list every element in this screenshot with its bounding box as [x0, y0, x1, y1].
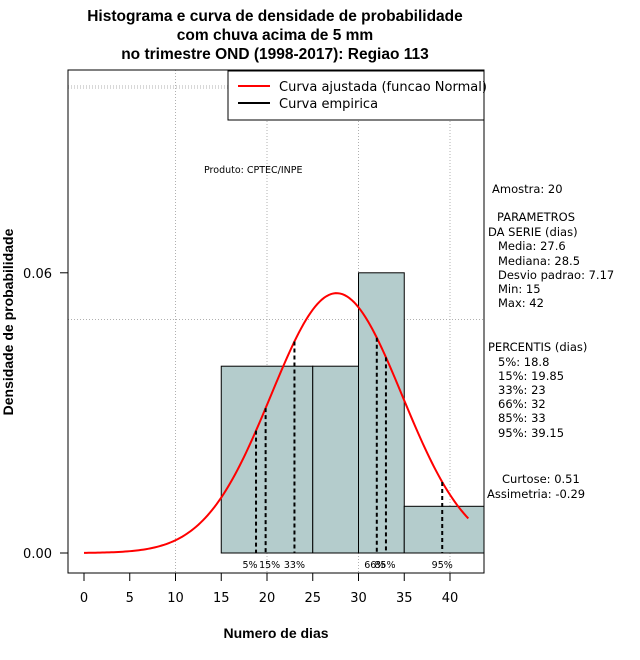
y-tick-label: 0.06: [23, 267, 52, 282]
percentile-label: 33%: [284, 560, 305, 571]
percentile-markers: 5% 15% 33% 66%85% 95%: [242, 337, 453, 571]
stat-p85: 85%: 33: [498, 411, 546, 425]
percentile-label: 95%: [432, 560, 453, 571]
histogram-bars: [220, 272, 485, 554]
x-axis-label: Numero de dias: [223, 625, 328, 641]
stat-param-header-1: PARAMETROS: [497, 210, 575, 224]
stat-param-header-2: DA SERIE (dias): [488, 225, 578, 239]
stat-min: Min: 15: [498, 282, 541, 296]
stat-curtose: Curtose: 0.51: [502, 472, 580, 486]
histogram-bar: [312, 365, 359, 554]
stats-panel: Amostra: 20 PARAMETROS DA SERIE (dias) M…: [487, 182, 614, 501]
stat-p15: 15%: 19.85: [498, 369, 564, 383]
legend-box: [227, 70, 485, 121]
percentile-label: 15%: [259, 560, 280, 571]
stat-p66: 66%: 32: [498, 397, 546, 411]
chart-title-line-2: com chuva acima de 5 mm: [177, 27, 373, 44]
stat-media: Media: 27.6: [498, 239, 566, 253]
percentile-label: 66%: [364, 560, 385, 571]
histogram-bar: [358, 272, 405, 554]
stat-assimetria: Assimetria: -0.29: [487, 487, 585, 501]
legend-empirical-label: Curva empirica: [279, 97, 378, 112]
stat-p95: 95%: 39.15: [498, 426, 564, 440]
produto-label: Produto: CPTEC/INPE: [204, 165, 303, 176]
stat-percentis-header: PERCENTIS (dias): [488, 340, 587, 354]
x-tick-label: 40: [442, 591, 459, 606]
histogram-bar: [220, 365, 314, 554]
x-axis: 0 5 10 15 20 25 30 35 40: [80, 572, 459, 606]
fitted-curve-layer: [83, 292, 470, 554]
y-axis: 0.00 0.06: [23, 267, 69, 562]
x-tick-label: 35: [396, 591, 413, 606]
chart-title-line-3: no trimestre OND (1998-2017): Regiao 113: [121, 46, 429, 63]
y-tick-label: 0.00: [23, 547, 52, 562]
x-tick-label: 0: [80, 591, 88, 606]
x-tick-label: 20: [259, 591, 276, 606]
percentile-label: 85%: [374, 560, 395, 571]
x-tick-label: 30: [350, 591, 367, 606]
stat-max: Max: 42: [498, 296, 544, 310]
stat-mediana: Mediana: 28.5: [498, 254, 580, 268]
y-axis-label: Densidade de probabilidade: [0, 228, 16, 415]
stat-amostra: Amostra: 20: [492, 182, 563, 196]
x-tick-label: 5: [126, 591, 134, 606]
stat-desvio: Desvio padrao: 7.17: [498, 268, 614, 282]
normal-fit-curve: [83, 292, 470, 554]
x-tick-label: 25: [304, 591, 321, 606]
stat-p5: 5%: 18.8: [498, 355, 549, 369]
legend-fitted-label: Curva ajustada (funcao Normal): [279, 80, 487, 95]
x-tick-label: 10: [167, 591, 184, 606]
chart-title-line-1: Histograma e curva de densidade de proba…: [87, 8, 463, 25]
stat-p33: 33%: 23: [498, 383, 546, 397]
legend: Curva ajustada (funcao Normal) Curva emp…: [227, 70, 487, 121]
histogram-bar: [403, 505, 485, 554]
percentile-label: 5%: [242, 560, 257, 571]
x-tick-label: 15: [213, 591, 230, 606]
